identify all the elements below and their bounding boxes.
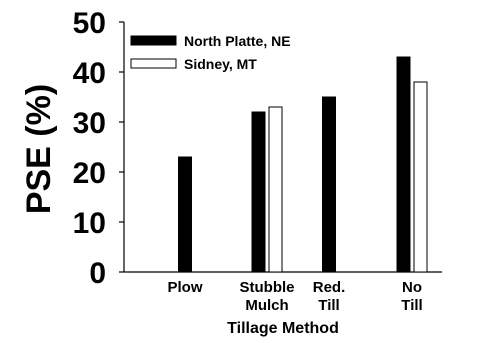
y-tick-label: 50 [73, 7, 106, 40]
y-tick-label: 40 [73, 57, 106, 90]
x-tick-label: Till [401, 297, 422, 314]
x-tick-label: Red. [313, 279, 346, 296]
x-tick-label: Stubble [240, 279, 295, 296]
y-tick-label: 30 [73, 107, 106, 140]
x-tick-label: Till [318, 297, 339, 314]
bar-north-platte-3 [396, 56, 411, 273]
bar-north-platte-1 [251, 111, 266, 273]
y-tick-label: 0 [89, 257, 106, 290]
legend: North Platte, NE Sidney, MT [130, 33, 291, 72]
bar-north-platte-2 [322, 96, 336, 273]
x-axis-label: Tillage Method [227, 320, 339, 337]
x-tick-label: Plow [167, 279, 202, 296]
y-tick-label: 10 [73, 207, 106, 240]
y-ticks: 0 10 20 30 40 50 [73, 7, 124, 290]
y-tick-label: 20 [73, 157, 106, 190]
x-tick-label: Mulch [245, 297, 288, 314]
bar-north-platte-0 [178, 156, 192, 273]
legend-swatch [130, 58, 177, 69]
x-tick-label: No [402, 279, 422, 296]
bar-sidney-3 [413, 81, 428, 273]
legend-label: North Platte, NE [184, 33, 291, 49]
bar-sidney-1 [268, 106, 283, 273]
y-axis-label: PSE (%) [20, 84, 58, 214]
legend-swatch [130, 35, 177, 46]
bars [178, 56, 428, 273]
legend-label: Sidney, MT [184, 56, 257, 72]
